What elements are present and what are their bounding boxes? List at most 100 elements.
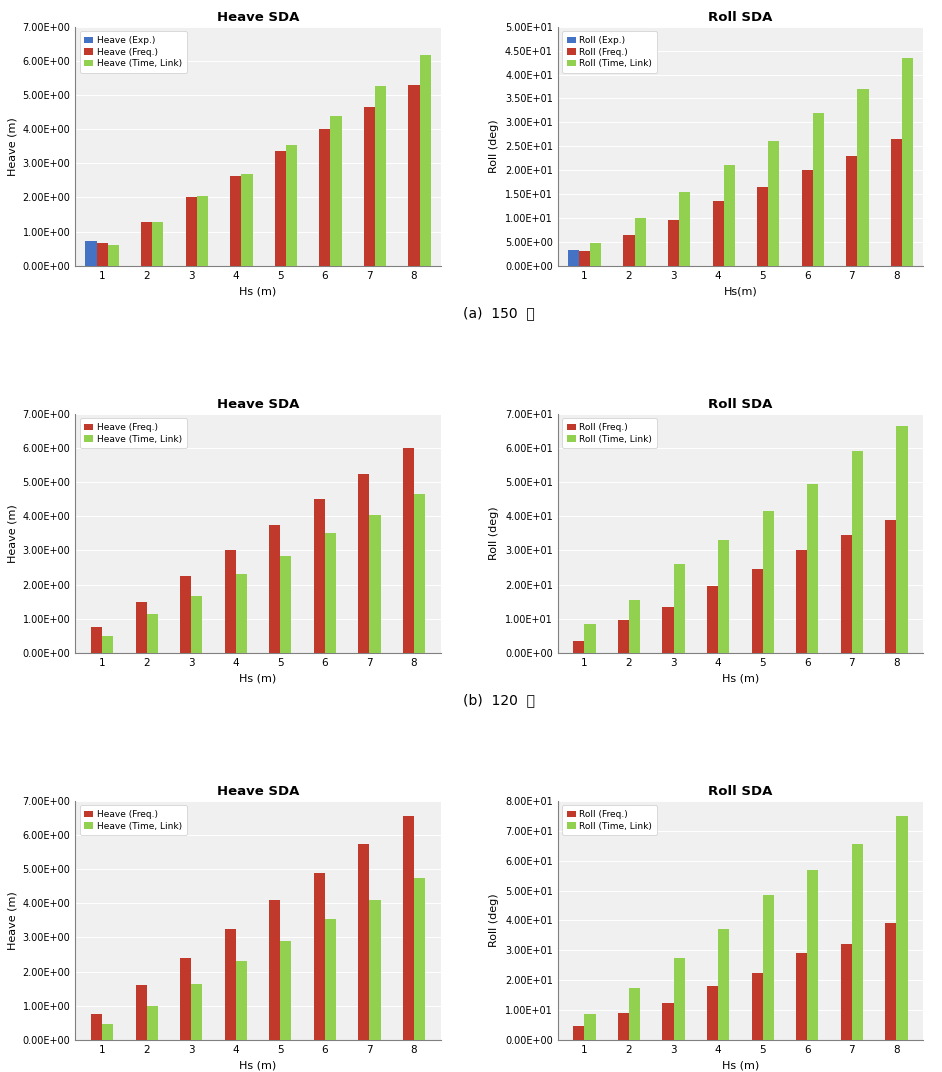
Bar bbox=[763, 895, 774, 1040]
Bar bbox=[624, 235, 635, 266]
Bar bbox=[807, 483, 819, 653]
Bar bbox=[679, 192, 690, 266]
Bar bbox=[584, 624, 595, 653]
Y-axis label: Roll (deg): Roll (deg) bbox=[489, 119, 499, 173]
Bar bbox=[180, 958, 191, 1040]
Bar bbox=[718, 929, 729, 1040]
Bar bbox=[414, 878, 425, 1040]
Bar bbox=[885, 923, 897, 1040]
Bar bbox=[236, 575, 247, 653]
Title: Heave SDA: Heave SDA bbox=[217, 399, 300, 412]
Bar bbox=[674, 957, 685, 1040]
Title: Roll SDA: Roll SDA bbox=[708, 399, 772, 412]
Legend: Heave (Exp.), Heave (Freq.), Heave (Time, Link): Heave (Exp.), Heave (Freq.), Heave (Time… bbox=[80, 31, 187, 73]
Bar bbox=[314, 873, 325, 1040]
Bar bbox=[885, 520, 897, 653]
Bar bbox=[136, 601, 147, 653]
Text: (a)  150  도: (a) 150 도 bbox=[463, 307, 535, 321]
Title: Heave SDA: Heave SDA bbox=[217, 11, 300, 25]
Bar bbox=[718, 540, 729, 653]
Bar bbox=[802, 170, 813, 266]
Bar bbox=[269, 525, 281, 653]
Bar bbox=[224, 550, 236, 653]
Bar bbox=[102, 636, 113, 653]
Bar bbox=[674, 564, 685, 653]
Y-axis label: Heave (m): Heave (m) bbox=[8, 504, 17, 563]
Bar bbox=[325, 534, 336, 653]
Bar bbox=[286, 145, 297, 266]
Bar bbox=[191, 596, 203, 653]
Bar bbox=[857, 89, 869, 266]
Bar bbox=[668, 221, 679, 266]
Bar bbox=[91, 627, 102, 653]
Title: Heave SDA: Heave SDA bbox=[217, 786, 300, 799]
Bar bbox=[763, 511, 774, 653]
X-axis label: Hs(m): Hs(m) bbox=[723, 286, 757, 296]
Bar bbox=[419, 55, 430, 266]
Bar bbox=[364, 107, 375, 266]
Bar bbox=[707, 586, 718, 653]
Bar bbox=[662, 1002, 674, 1040]
Bar bbox=[136, 985, 147, 1040]
Bar bbox=[757, 187, 769, 266]
Bar bbox=[241, 174, 252, 266]
Legend: Roll (Freq.), Roll (Time, Link): Roll (Freq.), Roll (Time, Link) bbox=[562, 418, 657, 448]
Bar bbox=[281, 555, 291, 653]
Title: Roll SDA: Roll SDA bbox=[708, 786, 772, 799]
Bar bbox=[224, 929, 236, 1040]
Bar bbox=[840, 944, 852, 1040]
Bar bbox=[590, 242, 601, 266]
Bar bbox=[414, 494, 425, 653]
Bar bbox=[840, 535, 852, 653]
Bar bbox=[723, 165, 735, 266]
Bar bbox=[281, 941, 291, 1040]
Bar bbox=[102, 1025, 113, 1040]
Bar bbox=[91, 1014, 102, 1040]
Bar bbox=[846, 155, 857, 266]
Bar bbox=[662, 607, 674, 653]
Legend: Heave (Freq.), Heave (Time, Link): Heave (Freq.), Heave (Time, Link) bbox=[80, 805, 187, 835]
Bar bbox=[897, 426, 907, 653]
Bar bbox=[796, 953, 807, 1040]
Y-axis label: Heave (m): Heave (m) bbox=[8, 891, 17, 950]
Bar bbox=[629, 987, 641, 1040]
Bar bbox=[574, 1026, 584, 1040]
Bar bbox=[409, 85, 419, 266]
Bar bbox=[618, 621, 629, 653]
Bar bbox=[707, 986, 718, 1040]
Bar bbox=[635, 218, 646, 266]
Bar bbox=[186, 197, 197, 266]
Bar bbox=[584, 1014, 595, 1040]
Bar bbox=[852, 845, 863, 1040]
Bar bbox=[325, 919, 336, 1040]
Bar bbox=[236, 962, 247, 1040]
X-axis label: Hs (m): Hs (m) bbox=[722, 673, 759, 683]
Bar bbox=[96, 242, 107, 266]
Bar bbox=[897, 816, 907, 1040]
Y-axis label: Roll (deg): Roll (deg) bbox=[490, 894, 499, 948]
Bar bbox=[358, 844, 369, 1040]
Bar bbox=[197, 196, 208, 266]
Bar bbox=[153, 222, 163, 266]
Bar bbox=[180, 576, 191, 653]
Bar bbox=[147, 613, 158, 653]
Bar bbox=[403, 448, 414, 653]
Bar bbox=[375, 86, 386, 266]
Bar bbox=[629, 600, 641, 653]
Y-axis label: Roll (deg): Roll (deg) bbox=[490, 506, 499, 561]
X-axis label: Hs (m): Hs (m) bbox=[239, 286, 277, 296]
Bar bbox=[147, 1006, 158, 1040]
Bar bbox=[369, 899, 381, 1040]
Legend: Heave (Freq.), Heave (Time, Link): Heave (Freq.), Heave (Time, Link) bbox=[80, 418, 187, 448]
Bar bbox=[574, 641, 584, 653]
Bar bbox=[618, 1013, 629, 1040]
Bar bbox=[752, 972, 763, 1040]
X-axis label: Hs (m): Hs (m) bbox=[239, 1060, 277, 1070]
Bar bbox=[752, 569, 763, 653]
Bar bbox=[712, 202, 723, 266]
Bar bbox=[891, 139, 902, 266]
X-axis label: Hs (m): Hs (m) bbox=[239, 673, 277, 683]
Bar bbox=[230, 176, 241, 266]
Bar bbox=[191, 983, 203, 1040]
Bar bbox=[852, 451, 863, 653]
